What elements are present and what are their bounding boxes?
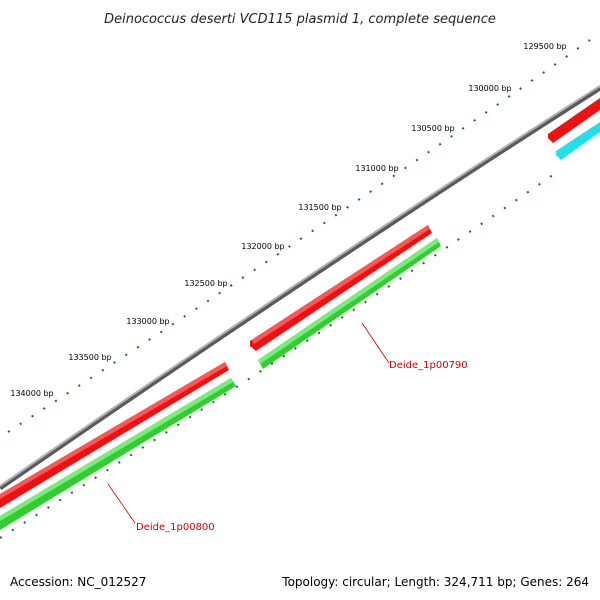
tick-label-134000: 134000 bp	[10, 389, 53, 398]
sequence-summary: Topology: circular; Length: 324,711 bp; …	[281, 575, 589, 589]
accession-text: Accession: NC_012527	[10, 575, 146, 589]
gene-reverse-arrow-1[interactable]	[0, 378, 236, 530]
tick-label-132000: 132000 bp	[241, 242, 284, 251]
gene-reverse-arrow-1-highlight	[0, 378, 233, 521]
tick-label-130500: 130500 bp	[411, 124, 454, 133]
gene-label-1p00790[interactable]: Deide_1p00790	[389, 360, 468, 371]
reverse-strand-genes	[0, 238, 441, 530]
inner-tick-ring	[0, 169, 561, 539]
gene-forward-arrow-1[interactable]	[0, 362, 229, 508]
gene-label-leader-1p00790	[361, 322, 390, 364]
gene-forward-arrow-1-highlight	[0, 362, 227, 499]
tick-label-132500: 132500 bp	[184, 279, 227, 288]
tick-label-131000: 131000 bp	[355, 164, 398, 173]
outer-tick-ring	[7, 39, 591, 433]
tick-label-133000: 133000 bp	[126, 317, 169, 326]
tick-labels: 129500 bp 130000 bp 130500 bp 131000 bp …	[10, 42, 566, 398]
backbone-shadow	[0, 85, 600, 491]
gene-other-arrow-1[interactable]	[556, 122, 600, 160]
forward-strand-genes	[0, 98, 600, 508]
gene-reverse-arrow-2-highlight	[258, 238, 439, 364]
gene-label-1p00800[interactable]: Deide_1p00800	[136, 522, 215, 533]
gene-forward-arrow-2-highlight	[252, 225, 430, 344]
inner-tick-ring-path	[0, 169, 561, 539]
tick-label-129500: 129500 bp	[523, 42, 566, 51]
backbone-line	[0, 85, 600, 487]
backbone	[0, 85, 600, 491]
outer-tick-ring-path	[7, 39, 591, 433]
gene-label-leader-1p00800	[107, 483, 136, 524]
tick-label-130000: 130000 bp	[468, 84, 511, 93]
tick-label-131500: 131500 bp	[298, 203, 341, 212]
tick-label-133500: 133500 bp	[68, 353, 111, 362]
gene-labels: Deide_1p00790 Deide_1p00800	[107, 322, 468, 533]
gene-forward-arrow-3[interactable]	[548, 98, 600, 143]
map-title: Deinococcus deserti VCD115 plasmid 1, co…	[104, 12, 496, 27]
